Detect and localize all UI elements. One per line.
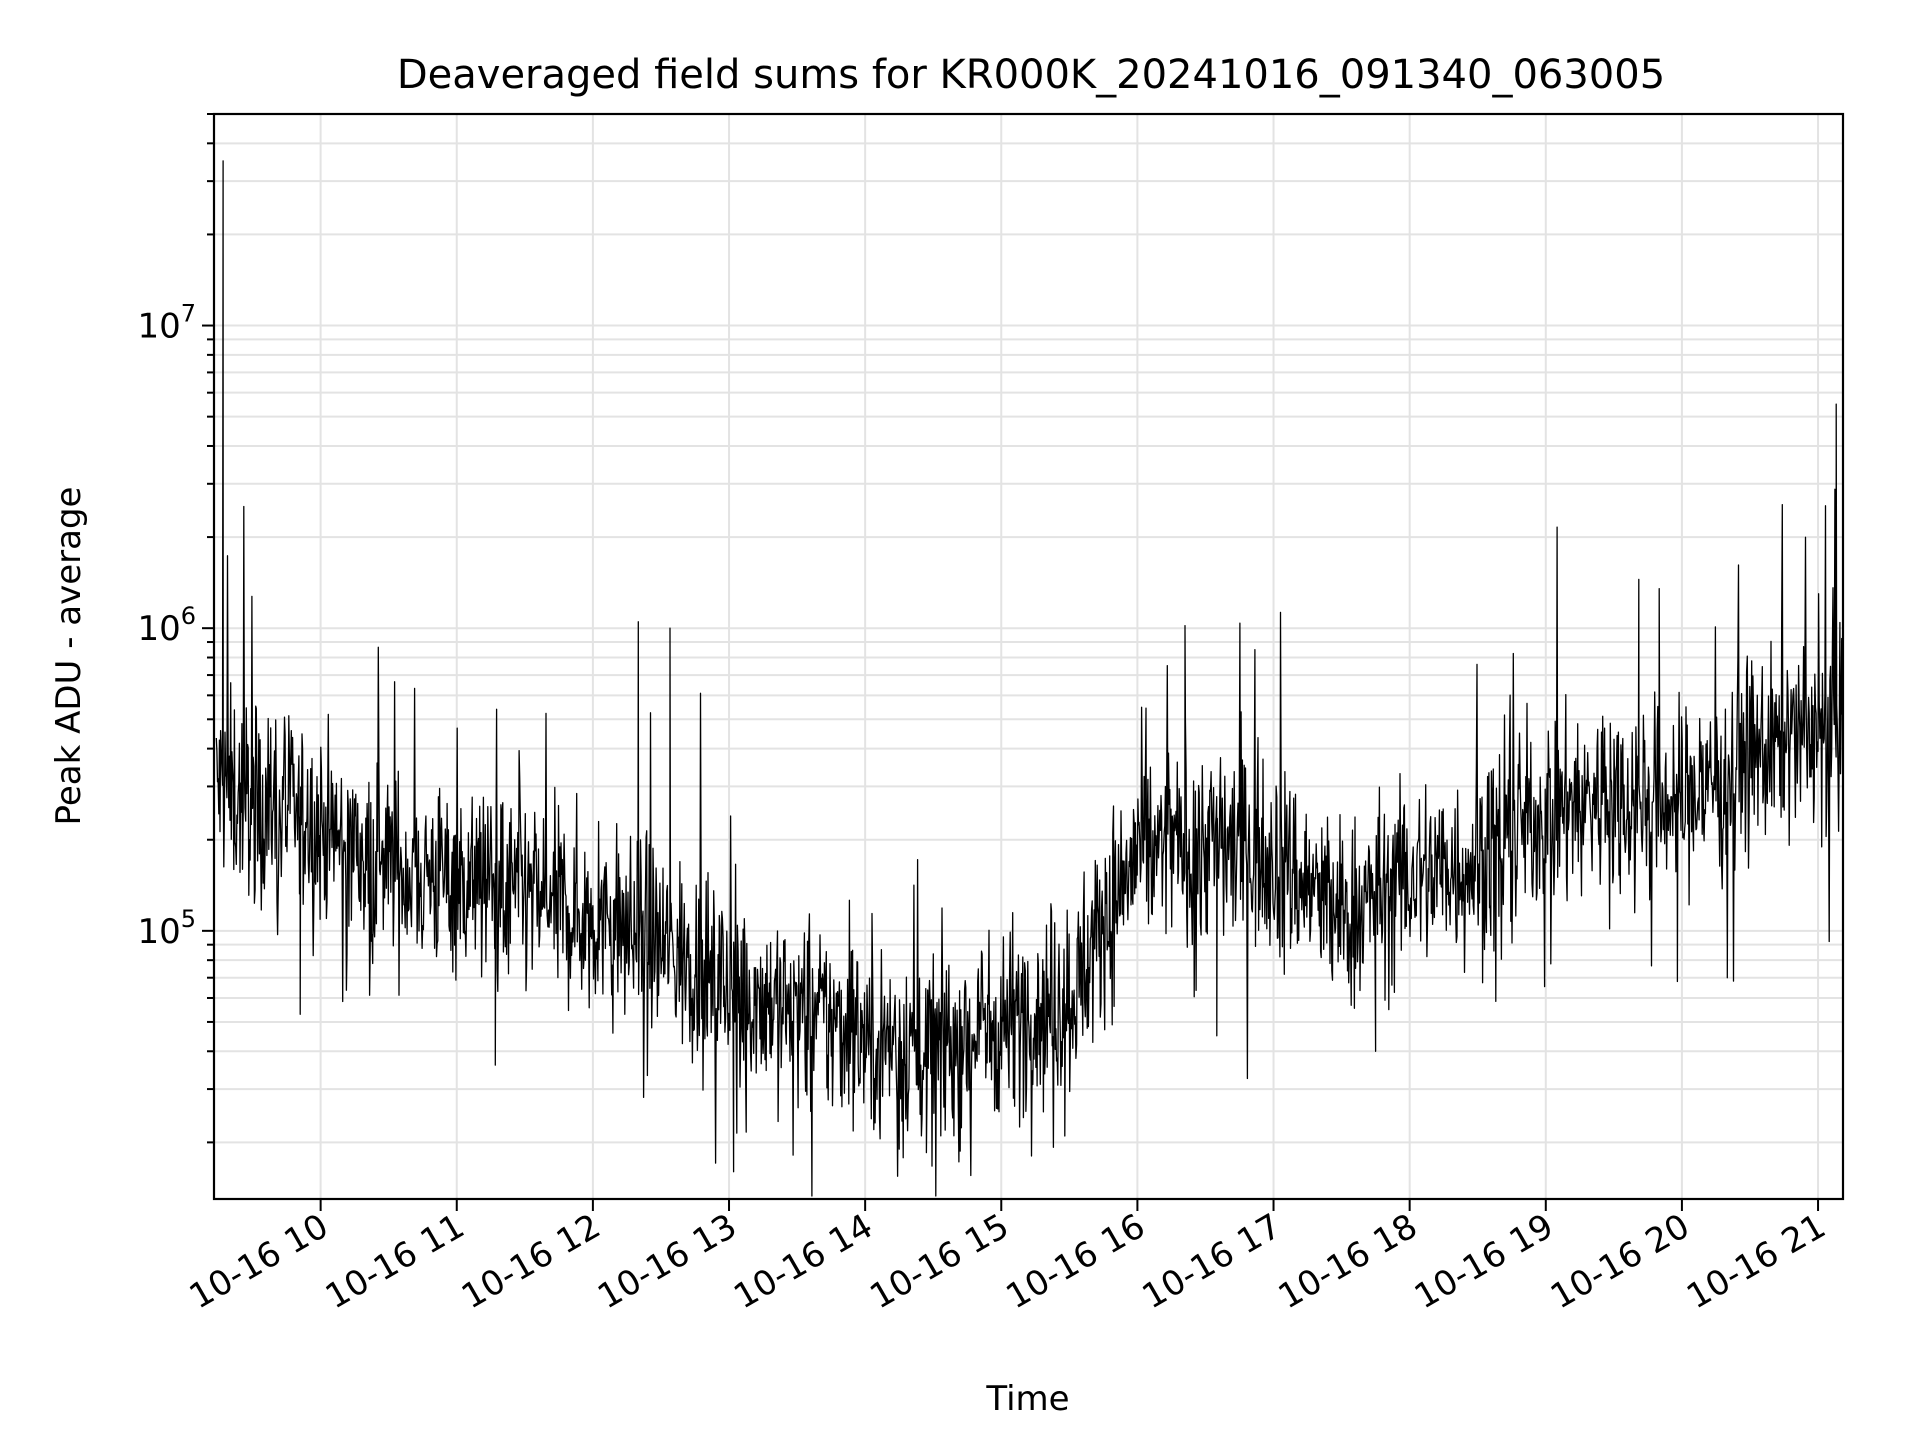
- x-tick-label: 10-16 11: [319, 1206, 471, 1317]
- y-tick-label: 107: [137, 300, 196, 347]
- y-axis-label: Peak ADU - average: [49, 487, 89, 826]
- chart-title: Deaveraged field sums for KR000K_2024101…: [397, 52, 1665, 98]
- x-tick-label: 10-16 20: [1544, 1206, 1696, 1317]
- x-tick-label: 10-16 13: [591, 1206, 743, 1317]
- x-tick-label: 10-16 17: [1136, 1206, 1288, 1317]
- x-tick-label: 10-16 15: [863, 1206, 1015, 1317]
- x-tick-label: 10-16 16: [1000, 1206, 1152, 1317]
- y-tick-label: 106: [137, 602, 196, 649]
- data-series: [215, 160, 1844, 1197]
- x-tick-label: 10-16 19: [1408, 1206, 1560, 1317]
- y-tick-label: 105: [137, 905, 196, 952]
- x-tick-label: 10-16 12: [455, 1206, 607, 1317]
- x-tick-label: 10-16 18: [1272, 1206, 1424, 1317]
- y-axis: 105 106 107: [137, 300, 214, 952]
- series-line: [215, 160, 1844, 1197]
- x-tick-label: 10-16 21: [1680, 1206, 1832, 1317]
- grid: [207, 113, 1843, 1199]
- x-tick-label: 10-16 14: [727, 1206, 879, 1317]
- x-tick-label: 10-16 10: [183, 1206, 335, 1317]
- x-axis-label: Time: [985, 1379, 1069, 1419]
- plot-frame: [212, 112, 1845, 1201]
